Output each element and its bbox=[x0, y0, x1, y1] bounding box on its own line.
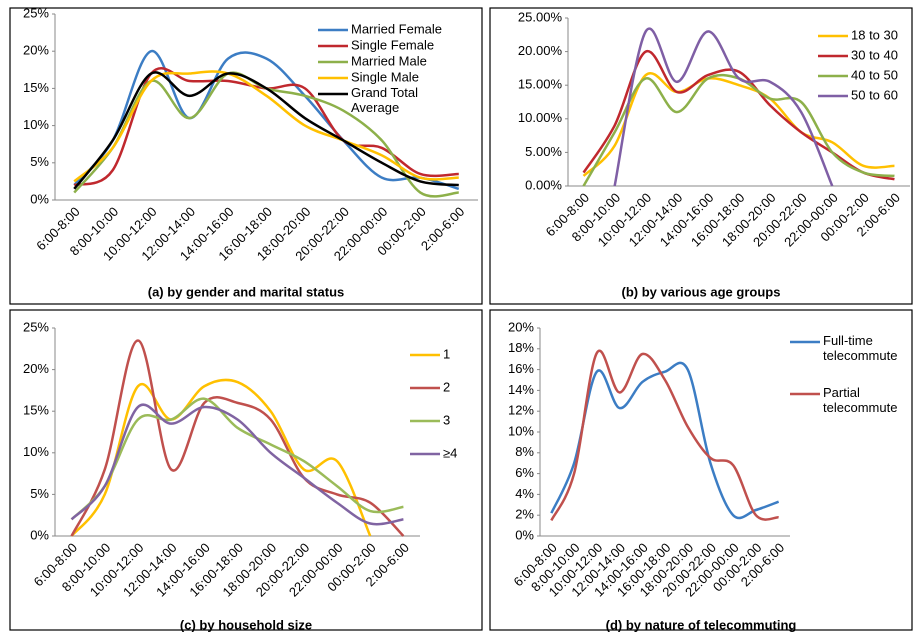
y-tick-label: 15.00% bbox=[518, 77, 563, 92]
y-tick-label: 25% bbox=[23, 319, 49, 334]
y-tick-label: 15% bbox=[23, 80, 49, 95]
series-line bbox=[70, 397, 404, 521]
series-line bbox=[73, 71, 459, 190]
y-tick-label: 20.00% bbox=[518, 43, 563, 58]
series-line bbox=[613, 27, 834, 187]
y-tick-label: 8% bbox=[515, 444, 534, 459]
panel-frame bbox=[489, 7, 913, 305]
legend-label: Married Female bbox=[351, 21, 442, 36]
legend-label: 2 bbox=[443, 379, 450, 394]
y-tick-label: 5% bbox=[30, 486, 49, 501]
y-tick-label: 2% bbox=[515, 507, 534, 522]
y-tick-label: 14% bbox=[508, 382, 534, 397]
legend-label: Single Female bbox=[351, 37, 434, 52]
legend-label: 1 bbox=[443, 346, 450, 361]
series-line bbox=[73, 49, 460, 191]
panel-caption: (b) by various age groups bbox=[622, 284, 781, 299]
legend-label: 3 bbox=[443, 412, 450, 427]
legend-label: ≥4 bbox=[443, 445, 457, 460]
y-tick-label: 20% bbox=[23, 361, 49, 376]
y-tick-label: 18% bbox=[508, 340, 534, 355]
y-tick-label: 10% bbox=[508, 423, 534, 438]
series-line bbox=[550, 349, 779, 521]
y-tick-label: 12% bbox=[508, 403, 534, 418]
y-tick-label: 5.00% bbox=[525, 144, 562, 159]
y-tick-label: 20% bbox=[508, 319, 534, 334]
series-line bbox=[582, 72, 895, 177]
y-tick-label: 16% bbox=[508, 361, 534, 376]
panel-frame bbox=[9, 309, 483, 631]
legend-label: Married Male bbox=[351, 53, 427, 68]
legend-label: 50 to 60 bbox=[851, 87, 898, 102]
series-line bbox=[70, 339, 405, 537]
legend-label: Partial telecommute bbox=[823, 385, 897, 415]
panel-frame bbox=[489, 309, 913, 631]
y-tick-label: 0% bbox=[30, 191, 49, 206]
y-tick-label: 20% bbox=[23, 43, 49, 58]
y-tick-label: 0.00% bbox=[525, 177, 562, 192]
y-tick-label: 5% bbox=[30, 154, 49, 169]
y-tick-label: 10% bbox=[23, 117, 49, 132]
y-tick-label: 15% bbox=[23, 403, 49, 418]
y-tick-label: 4% bbox=[515, 486, 534, 501]
series-line bbox=[73, 70, 459, 183]
series-line bbox=[70, 378, 372, 537]
panel-caption: (c) by household size bbox=[180, 617, 312, 632]
series-line bbox=[582, 50, 895, 181]
series-line bbox=[550, 361, 780, 520]
panel-frame bbox=[9, 7, 483, 305]
y-tick-label: 10% bbox=[23, 444, 49, 459]
y-tick-label: 6% bbox=[515, 465, 534, 480]
panel-caption: (a) by gender and marital status bbox=[148, 284, 345, 299]
legend-label: Grand Total Average bbox=[351, 85, 418, 115]
y-tick-label: 25% bbox=[23, 5, 49, 20]
legend-label: 30 to 40 bbox=[851, 47, 898, 62]
series-line bbox=[70, 403, 404, 526]
legend-label: Single Male bbox=[351, 69, 419, 84]
panel-caption: (d) by nature of telecommuting bbox=[606, 617, 797, 632]
y-tick-label: 0% bbox=[515, 527, 534, 542]
legend-label: Full-time telecommute bbox=[823, 333, 897, 363]
y-tick-label: 10.00% bbox=[518, 110, 563, 125]
legend-label: 18 to 30 bbox=[851, 27, 898, 42]
y-tick-label: 0% bbox=[30, 527, 49, 542]
legend-label: 40 to 50 bbox=[851, 67, 898, 82]
y-tick-label: 25.00% bbox=[518, 9, 563, 24]
